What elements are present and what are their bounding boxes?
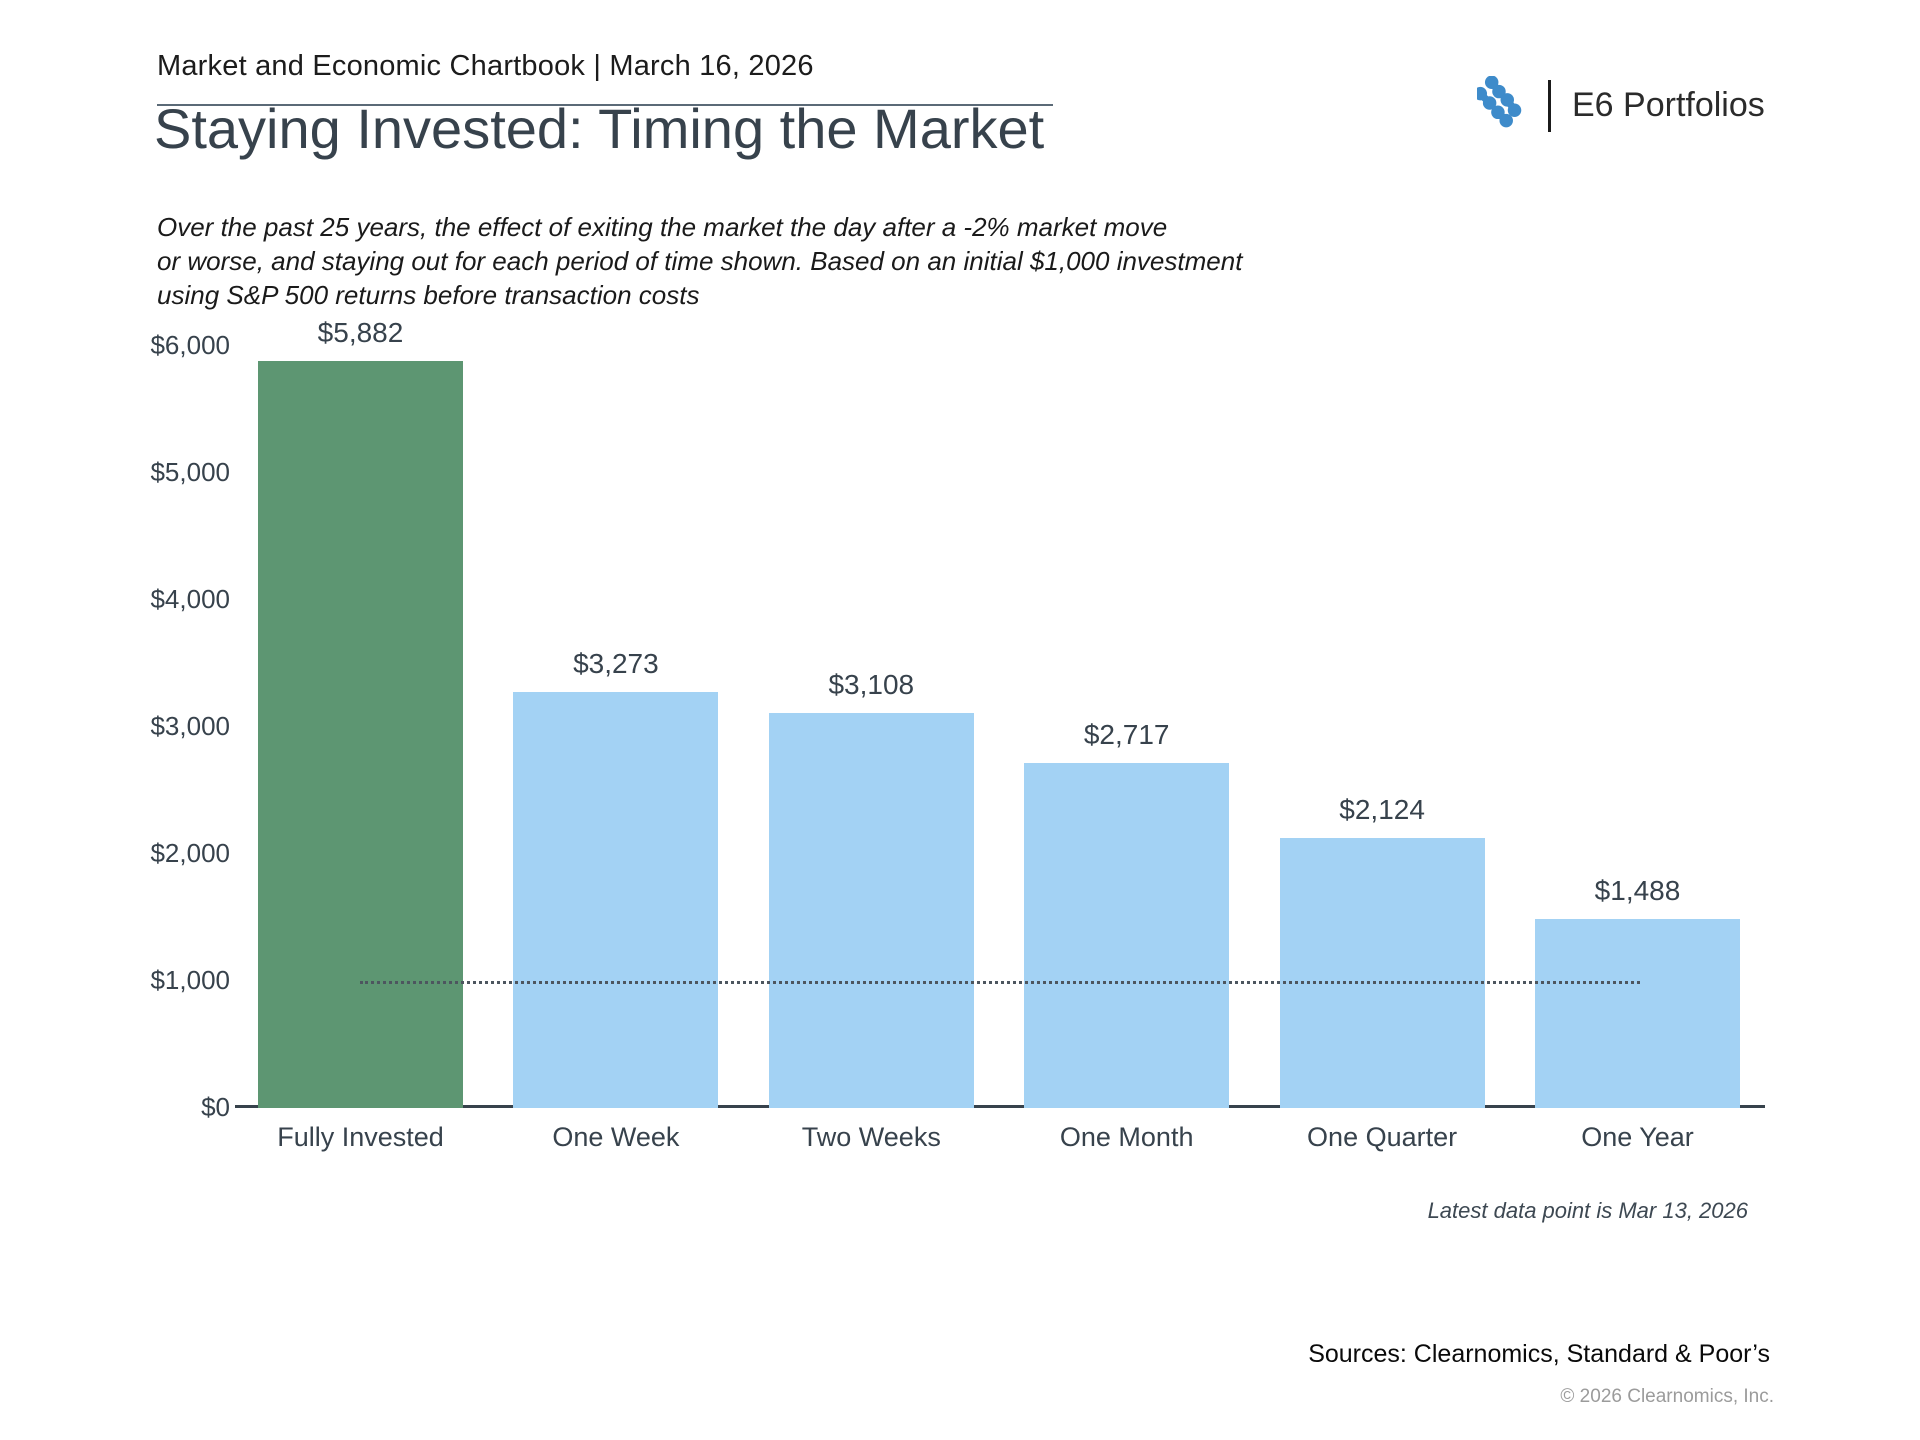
y-tick-label: $4,000 (150, 584, 230, 614)
bar-value-label: $2,124 (1339, 794, 1425, 825)
x-tick-label: One Month (1059, 1122, 1194, 1152)
subtitle-line-1: Over the past 25 years, the effect of ex… (157, 212, 1168, 242)
bar-one-year (1535, 919, 1740, 1108)
y-tick-label: $1,000 (150, 965, 230, 995)
y-tick-label: $3,000 (150, 711, 230, 741)
e6-logo (1477, 76, 1523, 132)
e6-dots-icon (1477, 76, 1522, 128)
y-tick-label: $2,000 (150, 838, 230, 868)
x-tick-label: Fully Invested (277, 1122, 444, 1152)
logo-separator (1548, 80, 1551, 132)
y-tick-label: $5,000 (150, 457, 230, 487)
bar-value-label: $3,273 (573, 648, 659, 679)
bar-value-label: $2,717 (1083, 719, 1170, 750)
x-tick-label: One Quarter (1307, 1122, 1458, 1152)
subtitle-line-2: or worse, and staying out for each perio… (157, 246, 1243, 276)
x-tick-label: One Week (552, 1122, 680, 1152)
bar-fully-invested (258, 361, 463, 1108)
bar-value-label: $5,882 (317, 317, 404, 348)
bar-two-weeks (768, 713, 974, 1108)
bar-one-week (513, 692, 719, 1108)
bar-one-quarter (1279, 838, 1485, 1108)
x-tick-label: Two Weeks (801, 1122, 941, 1152)
y-tick-label: $6,000 (150, 330, 230, 360)
copyright-note: © 2026 Clearnomics, Inc. (1560, 1386, 1774, 1407)
x-tick-label: One Year (1581, 1122, 1694, 1152)
brand-name: E6 Portfolios (1572, 86, 1765, 124)
subtitle-line-3: using S&P 500 returns before transaction… (157, 280, 700, 310)
sources-note: Sources: Clearnomics, Standard & Poor’s (1308, 1340, 1770, 1368)
initial-investment-dotted-line (360, 981, 1640, 984)
page-subtitle: Over the past 25 years, the effect of ex… (157, 210, 1242, 312)
header-divider (157, 104, 1053, 106)
page-title: Staying Invested: Timing the Market (154, 97, 1045, 160)
y-tick-label: $0 (201, 1092, 230, 1122)
latest-data-note: Latest data point is Mar 13, 2026 (1427, 1198, 1748, 1223)
bar-value-label: $3,108 (828, 669, 915, 700)
x-axis-line (235, 1105, 1765, 1108)
chartbook-header: Market and Economic Chartbook | March 16… (157, 50, 814, 82)
bar-one-month (1024, 763, 1230, 1108)
bar-value-label: $1,488 (1594, 875, 1681, 906)
